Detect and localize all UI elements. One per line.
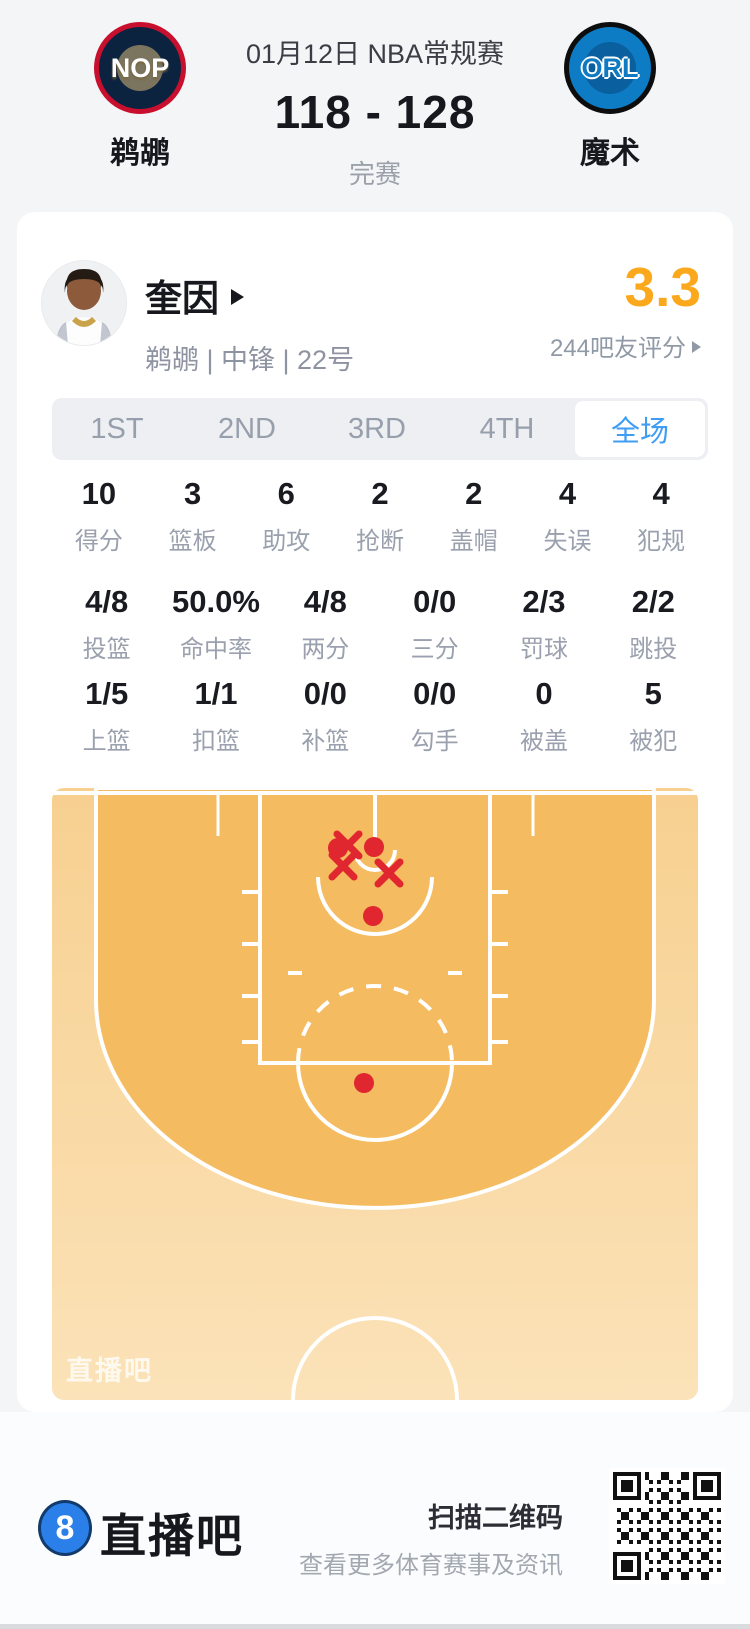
stat-fg-pct: 50.0% 命中率 [172, 584, 260, 663]
ft-circle-dashed [296, 984, 454, 1064]
made-shot-marker [364, 837, 384, 857]
made-shot-marker [363, 906, 383, 926]
magic-logo-abbr: ORL [581, 52, 639, 83]
rating-votes-label: 244吧友评分 [549, 335, 686, 362]
chart-watermark: 直播吧 [66, 1356, 153, 1386]
player-main-info: 奎因 鹈鹕 | 中锋 | 22号 [145, 268, 354, 377]
qr-title: 扫描二维码 [428, 1503, 563, 1533]
stats-row-basic: 10 得分 3 篮板 6 助攻 2 抢断 2 盖帽 4 失误 4 犯规 [52, 476, 708, 556]
quarter-tabbar: 1ST 2ND 3RD 4TH 全场 [52, 398, 708, 460]
stat-rebounds: 3 篮板 [168, 476, 217, 555]
stat-jumpshot: 2/2 跳投 [629, 584, 678, 663]
tab-3rd[interactable]: 3RD [347, 412, 406, 445]
rating-votes-link[interactable]: 244吧友评分 [550, 328, 701, 363]
game-status: 完赛 [348, 159, 401, 189]
ft-circle-solid [296, 1062, 454, 1142]
tab-4th[interactable]: 4TH [479, 412, 535, 445]
stat-3pt: 0/0 三分 [410, 584, 459, 663]
qr-code [609, 1468, 725, 1584]
game-date-title: 01月12日 NBA常规赛 [245, 39, 505, 69]
player-avatar[interactable] [41, 260, 127, 346]
home-team: NOP 鹈鹕 [40, 0, 240, 172]
key-arc [316, 876, 434, 936]
zhibo8-brand-name: 直播吧 [100, 1510, 244, 1562]
stat-putback: 0/0 补篮 [301, 676, 350, 755]
footer-qr-text: 扫描二维码 查看更多体育赛事及资讯 [299, 1496, 563, 1580]
player-meta: 鹈鹕 | 中锋 | 22号 [145, 345, 355, 375]
halfcourt-circle [291, 1316, 459, 1400]
three-point-line [94, 788, 656, 1210]
scoreboard-header: NOP 鹈鹕 01月12日 NBA常规赛 118 - 128 完赛 ORL 魔术 [0, 0, 750, 212]
magic-logo-icon: ORL [564, 22, 656, 114]
stat-blocks: 2 盖帽 [449, 476, 498, 555]
bottom-bar [0, 1624, 750, 1629]
rating-value: 3.3 [624, 256, 701, 318]
stats-row-shooting: 4/8 投篮 50.0% 命中率 4/8 两分 0/0 三分 2/3 罚球 2/2 跳投 [52, 584, 708, 664]
score-center: 01月12日 NBA常规赛 118 - 128 完赛 [185, 0, 565, 191]
stat-got-blocked: 0 被盖 [519, 676, 568, 755]
player-stats-card: 奎因 鹈鹕 | 中锋 | 22号 3.3 244吧友评分 1ST 2ND 3RD… [17, 212, 733, 1412]
stat-fg: 4/8 投篮 [82, 584, 131, 663]
pelicans-logo-abbr: NOP [110, 52, 170, 83]
tab-2nd[interactable]: 2ND [217, 412, 276, 445]
away-team-name: 魔术 [580, 137, 640, 170]
stats-row-shot-types: 1/5 上篮 1/1 扣篮 0/0 补篮 0/0 勾手 0 被盖 5 被犯 [52, 676, 708, 756]
stat-fouls: 4 犯规 [637, 476, 686, 555]
home-team-name: 鹈鹕 [110, 137, 170, 170]
stat-steals: 2 抢断 [356, 476, 405, 555]
player-name: 奎因 [145, 278, 219, 319]
away-team: ORL 魔术 [510, 0, 710, 172]
pelicans-logo-inner-circle [117, 45, 163, 91]
missed-shot-marker [374, 858, 404, 888]
qr-code-image [609, 1468, 725, 1584]
stat-layup: 1/5 上篮 [82, 676, 131, 755]
zhibo8-logo-icon: 8 [38, 1500, 92, 1556]
stat-fouled: 5 被犯 [629, 676, 678, 755]
halfcourt-diagram: 直播吧 [52, 788, 698, 1400]
player-name-link[interactable]: 奎因 [145, 268, 354, 322]
qr-subtitle: 查看更多体育赛事及资讯 [299, 1552, 563, 1579]
caret-right-icon [231, 289, 244, 305]
stat-2pt: 4/8 两分 [301, 584, 350, 663]
zhibo8-logo-glyph: 8 [55, 1509, 75, 1547]
lane-hash-marks [242, 890, 508, 1044]
stat-points: 10 得分 [74, 476, 123, 555]
caret-right-small-icon [692, 340, 701, 353]
pelicans-logo-icon: NOP [94, 22, 186, 114]
tab-1st[interactable]: 1ST [90, 412, 144, 445]
stat-assists: 6 助攻 [262, 476, 311, 555]
magic-logo-inner-circle [584, 42, 636, 94]
made-shot-marker [354, 1073, 374, 1093]
game-score: 118 - 128 [274, 86, 476, 138]
tab-full-game[interactable]: 全场 [575, 401, 705, 457]
player-header: 奎因 鹈鹕 | 中锋 | 22号 3.3 244吧友评分 [41, 258, 701, 388]
rating-block: 3.3 244吧友评分 [550, 258, 701, 363]
stat-dunk: 1/1 扣篮 [191, 676, 240, 755]
app-footer: 8 直播吧 扫描二维码 查看更多体育赛事及资讯 [0, 1412, 750, 1629]
shot-chart: 直播吧 [52, 788, 698, 1400]
player-avatar-image [42, 261, 126, 345]
stat-turnovers: 4 失误 [543, 476, 592, 555]
shot-markers [328, 830, 404, 1093]
missed-shot-marker [328, 851, 358, 881]
made-shot-marker [328, 838, 348, 858]
stat-ft: 2/3 罚球 [519, 584, 568, 663]
stat-hook: 0/0 勾手 [410, 676, 459, 755]
